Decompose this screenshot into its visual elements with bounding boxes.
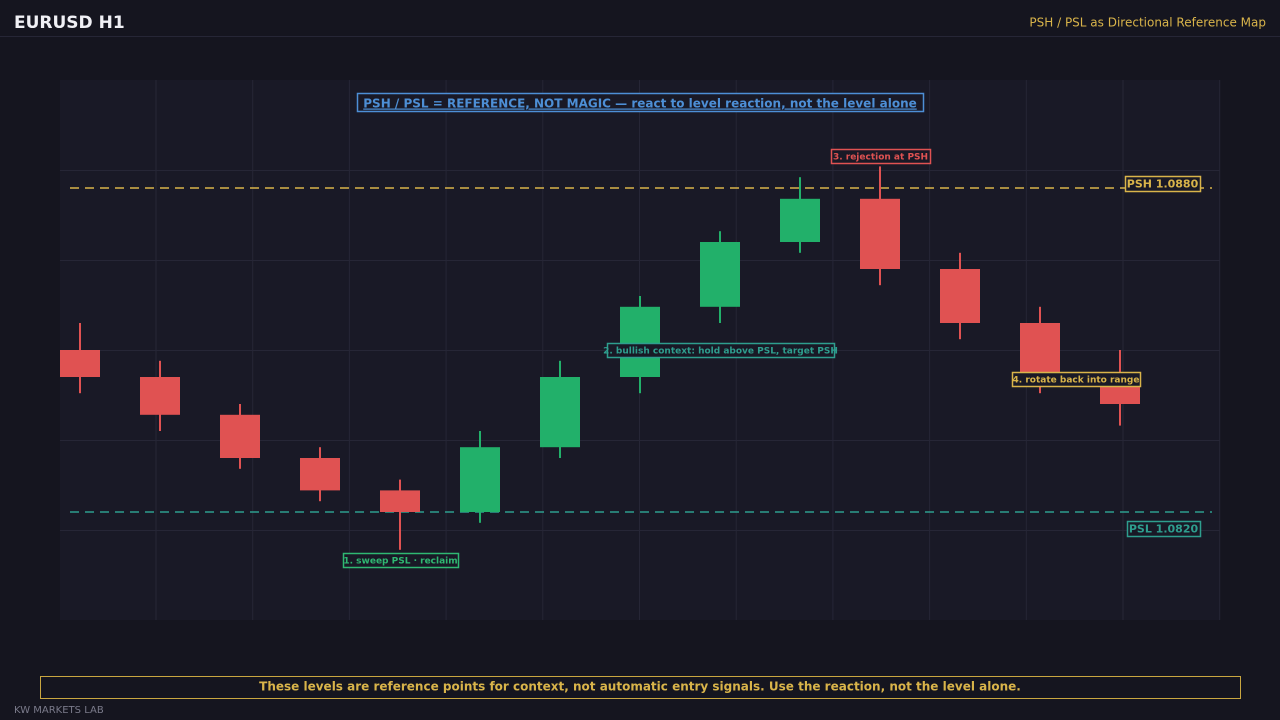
annotation: 4. rotate back into range: [1013, 376, 1140, 386]
level-label: PSL 1.0820: [1129, 523, 1199, 536]
candle-body: [940, 269, 980, 323]
note: These levels are reference points for co…: [259, 680, 1021, 694]
candle-body: [300, 458, 340, 491]
annotation-box: [1011, 371, 1142, 388]
candle-body: [140, 377, 180, 415]
candle-body: [1100, 382, 1140, 404]
level-label: PSH 1.0880: [1127, 178, 1199, 191]
annotation-box: [606, 342, 836, 359]
candle-body: [860, 198, 900, 269]
chart-subtitle: PSH / PSL as Directional Reference Map: [1029, 16, 1266, 30]
banner: PSH / PSL = REFERENCE, NOT MAGIC — react…: [363, 97, 917, 111]
note-box: [40, 676, 1241, 699]
level-label-box: [1124, 175, 1202, 193]
candle-body: [220, 414, 260, 458]
annotation: 2. bullish context: hold above PSL, targ…: [603, 347, 838, 357]
candle-body: [780, 198, 820, 242]
candle-body: [460, 447, 500, 512]
candle-body: [60, 350, 100, 377]
brand: KW MARKETS LAB: [14, 705, 104, 716]
candle-body: [700, 242, 740, 307]
annotation-box: [342, 552, 460, 569]
candle-body: [620, 306, 660, 377]
annotation-box: [830, 148, 932, 165]
candle-body: [540, 377, 580, 448]
chart-title: EURUSD H1: [14, 13, 125, 33]
annotation: 3. rejection at PSH: [833, 153, 928, 163]
candle-body: [380, 490, 420, 512]
annotation: 1. sweep PSL · reclaim: [343, 557, 457, 567]
banner-box: [356, 92, 925, 113]
level-label-box: [1126, 520, 1202, 538]
